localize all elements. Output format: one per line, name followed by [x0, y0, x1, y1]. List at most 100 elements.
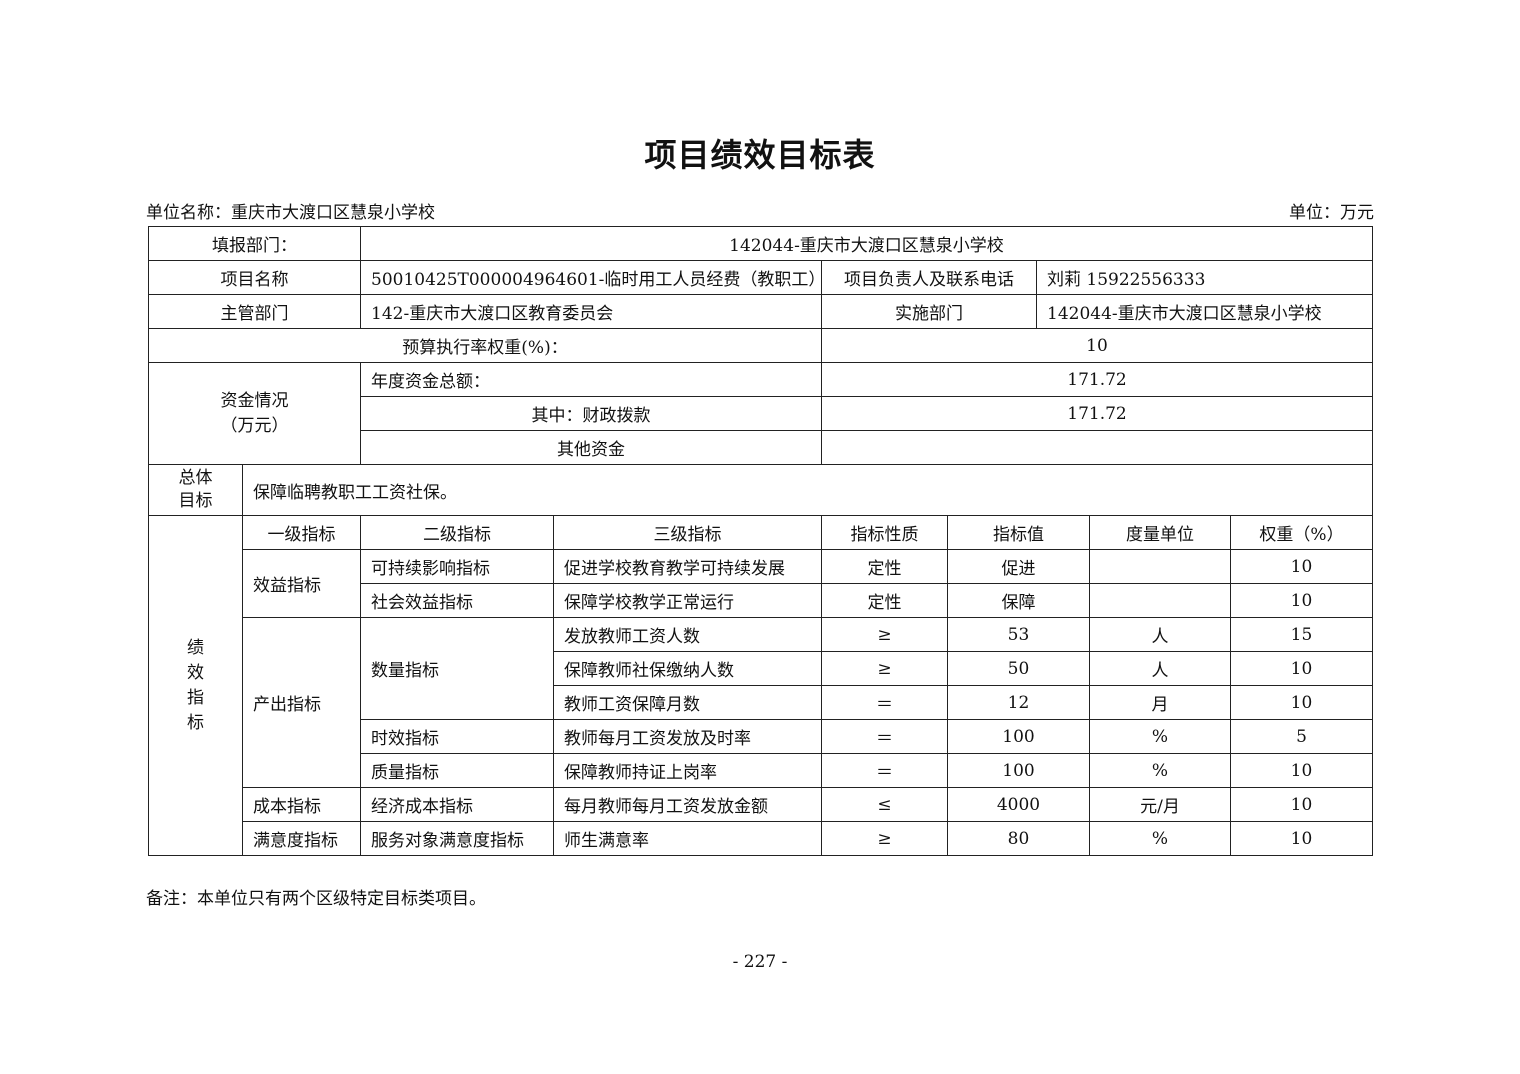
weight: 5	[1230, 719, 1373, 754]
other-label: 其他资金	[360, 430, 822, 465]
measure-unit: 元/月	[1089, 787, 1231, 822]
column-header: 指标值	[947, 515, 1090, 550]
fill-dept: 142044-重庆市大渡口区慧泉小学校	[360, 226, 1373, 261]
fiscal-label: 其中：财政拨款	[360, 396, 822, 431]
indicator-value: 100	[947, 719, 1090, 754]
fiscal: 171.72	[821, 396, 1373, 431]
weight: 10	[1230, 787, 1373, 822]
level2-indicator: 时效指标	[360, 719, 554, 754]
indicator-nature: ＝	[821, 753, 948, 788]
column-header: 度量单位	[1089, 515, 1231, 550]
indicator-value: 100	[947, 753, 1090, 788]
table-row: 资金情况 （万元） 年度资金总额： 171.72	[148, 362, 1373, 465]
level1-indicator: 效益指标	[242, 549, 361, 618]
project-name: 50010425T000004964601-临时用工人员经费（教职工）	[360, 260, 822, 295]
annual-total-label: 年度资金总额：	[360, 362, 822, 397]
column-header: 一级指标	[242, 515, 361, 550]
indicator-nature: ≥	[821, 617, 948, 652]
side-char: 效	[187, 662, 204, 683]
table-row: 社会效益指标 保障学校教学正常运行 定性 保障 10	[149, 583, 1373, 618]
indicator-nature: ＝	[821, 685, 948, 720]
indicator-nature: ≤	[821, 787, 948, 822]
level3-indicator: 师生满意率	[553, 821, 822, 856]
level3-indicator: 保障学校教学正常运行	[553, 583, 822, 618]
side-char: 指	[187, 687, 204, 708]
level2-indicator: 可持续影响指标	[360, 549, 554, 584]
goal: 保障临聘教职工工资社保。	[242, 464, 1373, 516]
level2-indicator: 质量指标	[360, 753, 554, 788]
budget-weight: 10	[821, 328, 1373, 363]
indicator-nature: 定性	[821, 583, 948, 618]
table-row: 总体 目标 保障临聘教职工工资社保。	[148, 464, 1373, 516]
contact-label: 项目负责人及联系电话	[821, 260, 1037, 295]
contact: 刘莉 15922556333	[1036, 260, 1373, 295]
indicator-nature: ≥	[821, 651, 948, 686]
level3-indicator: 发放教师工资人数	[553, 617, 822, 652]
page-number: - 227 -	[732, 952, 788, 972]
weight: 10	[1230, 583, 1373, 618]
table-row: 产出指标 数量指标 发放教师工资人数 ≥53 人 15	[149, 617, 1373, 788]
measure-unit: 人	[1089, 617, 1231, 652]
indicator-value: 53	[947, 617, 1090, 652]
level2-indicator: 经济成本指标	[360, 787, 554, 822]
column-header: 三级指标	[553, 515, 822, 550]
level2-indicator: 社会效益指标	[360, 583, 554, 618]
table-row: 项目名称 50010425T000004964601-临时用工人员经费（教职工）…	[148, 260, 1373, 295]
table-row: 效益指标 可持续影响指标 促进学校教育教学可持续发展 定性 促进 10	[149, 549, 1373, 618]
level3-indicator: 促进学校教育教学可持续发展	[553, 549, 822, 584]
goal-label: 总体 目标	[148, 464, 243, 516]
table-row: 其中：财政拨款 171.72	[149, 396, 1373, 431]
project-info-table: 填报部门： 142044-重庆市大渡口区慧泉小学校 项目名称 50010425T…	[148, 226, 1373, 516]
fill-dept-label: 填报部门：	[148, 226, 361, 261]
side-char: 绩	[187, 637, 204, 658]
weight: 10	[1230, 753, 1373, 788]
level3-indicator: 保障教师持证上岗率	[553, 753, 822, 788]
measure-unit: 人	[1089, 651, 1231, 686]
header-row: 绩效指标一级指标 二级指标 三级指标 指标性质 指标值 度量单位 权重（%）	[148, 515, 1373, 856]
table-row: 填报部门： 142044-重庆市大渡口区慧泉小学校	[148, 226, 1373, 261]
column-header: 二级指标	[360, 515, 554, 550]
impl-dept: 142044-重庆市大渡口区慧泉小学校	[1036, 294, 1373, 329]
indicator-nature: ≥	[821, 821, 948, 856]
measure-unit: %	[1089, 753, 1231, 788]
table-row: 时效指标 教师每月工资发放及时率＝ 100% 5	[149, 719, 1373, 754]
supervisor: 142-重庆市大渡口区教育委员会	[360, 294, 822, 329]
supervisor-label: 主管部门	[148, 294, 361, 329]
indicator-value: 80	[947, 821, 1090, 856]
column-header: 指标性质	[821, 515, 948, 550]
weight: 10	[1230, 685, 1373, 720]
indicator-value: 促进	[947, 549, 1090, 584]
unit-name: 单位名称：重庆市大渡口区慧泉小学校	[146, 203, 435, 223]
indicator-value: 12	[947, 685, 1090, 720]
level3-indicator: 保障教师社保缴纳人数	[553, 651, 822, 686]
column-header: 权重（%）	[1230, 515, 1373, 550]
indicator-nature: 定性	[821, 549, 948, 584]
measure-unit: %	[1089, 719, 1231, 754]
project-name-label: 项目名称	[148, 260, 361, 295]
level1-indicator: 满意度指标	[242, 821, 361, 856]
indicator-value: 50	[947, 651, 1090, 686]
level2-indicator: 服务对象满意度指标	[360, 821, 554, 856]
table-row: 成本指标 经济成本指标 每月教师每月工资发放金额 ≤4000 元/月 10	[149, 787, 1373, 822]
table-row: 保障教师社保缴纳人数 ≥50 人 10	[149, 651, 1373, 686]
indicator-nature: ＝	[821, 719, 948, 754]
perf-side-label: 绩效指标	[148, 515, 243, 856]
level3-indicator: 教师工资保障月数	[553, 685, 822, 720]
measure-unit: %	[1089, 821, 1231, 856]
measure-unit	[1089, 583, 1231, 618]
level2-indicator: 数量指标	[360, 617, 554, 720]
indicator-value: 保障	[947, 583, 1090, 618]
annual-total: 171.72	[821, 362, 1373, 397]
currency-unit: 单位：万元	[1289, 203, 1374, 223]
page-title: 项目绩效目标表	[644, 136, 876, 174]
weight: 15	[1230, 617, 1373, 652]
other	[821, 430, 1373, 465]
table-row: 满意度指标 服务对象满意度指标 师生满意率 ≥80% 10	[149, 821, 1373, 856]
level1-indicator: 成本指标	[242, 787, 361, 822]
side-char: 标	[187, 712, 204, 733]
impl-label: 实施部门	[821, 294, 1037, 329]
weight: 10	[1230, 651, 1373, 686]
measure-unit	[1089, 549, 1231, 584]
funds-label: 资金情况 （万元）	[148, 362, 361, 465]
note: 备注：本单位只有两个区级特定目标类项目。	[146, 889, 486, 909]
